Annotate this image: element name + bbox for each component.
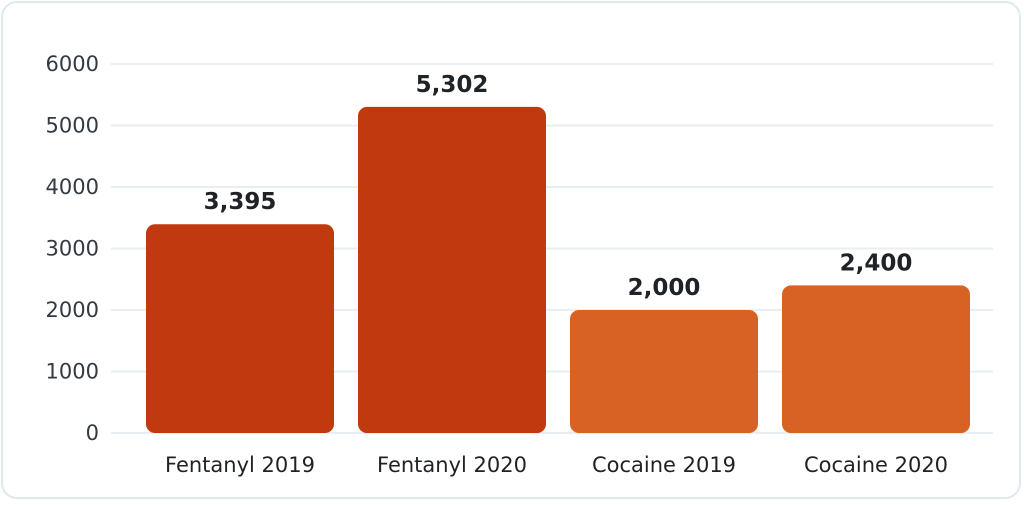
y-tick-label: 2000 bbox=[46, 298, 99, 322]
bar-chart: 0 1000 2000 3000 4000 5000 6000 3,395 5,302 2,00… bbox=[46, 52, 993, 477]
x-tick-label: Fentanyl 2020 bbox=[377, 453, 527, 477]
bar-cocaine-2019 bbox=[570, 310, 758, 433]
data-label: 3,395 bbox=[204, 189, 277, 215]
y-tick-label: 6000 bbox=[46, 52, 99, 76]
x-tick-label: Cocaine 2019 bbox=[592, 453, 736, 477]
y-tick-label: 5000 bbox=[46, 114, 99, 138]
y-tick-label: 0 bbox=[86, 421, 99, 445]
bar-fentanyl-2020 bbox=[358, 106, 546, 433]
bars bbox=[146, 106, 970, 433]
data-label: 2,000 bbox=[628, 275, 701, 301]
data-label: 2,400 bbox=[840, 250, 913, 276]
x-axis-ticks: Fentanyl 2019 Fentanyl 2020 Cocaine 2019 Co… bbox=[165, 453, 948, 477]
bar-fentanyl-2019 bbox=[146, 224, 334, 433]
y-tick-label: 4000 bbox=[46, 175, 99, 199]
data-labels: 3,395 5,302 2,000 2,400 bbox=[204, 72, 913, 301]
y-tick-label: 3000 bbox=[46, 237, 99, 261]
x-tick-label: Fentanyl 2019 bbox=[165, 453, 315, 477]
x-tick-label: Cocaine 2020 bbox=[804, 453, 948, 477]
y-axis-ticks: 0 1000 2000 3000 4000 5000 6000 bbox=[46, 52, 99, 445]
y-tick-label: 1000 bbox=[46, 360, 99, 384]
bar-cocaine-2020 bbox=[782, 285, 970, 433]
data-label: 5,302 bbox=[416, 72, 489, 98]
